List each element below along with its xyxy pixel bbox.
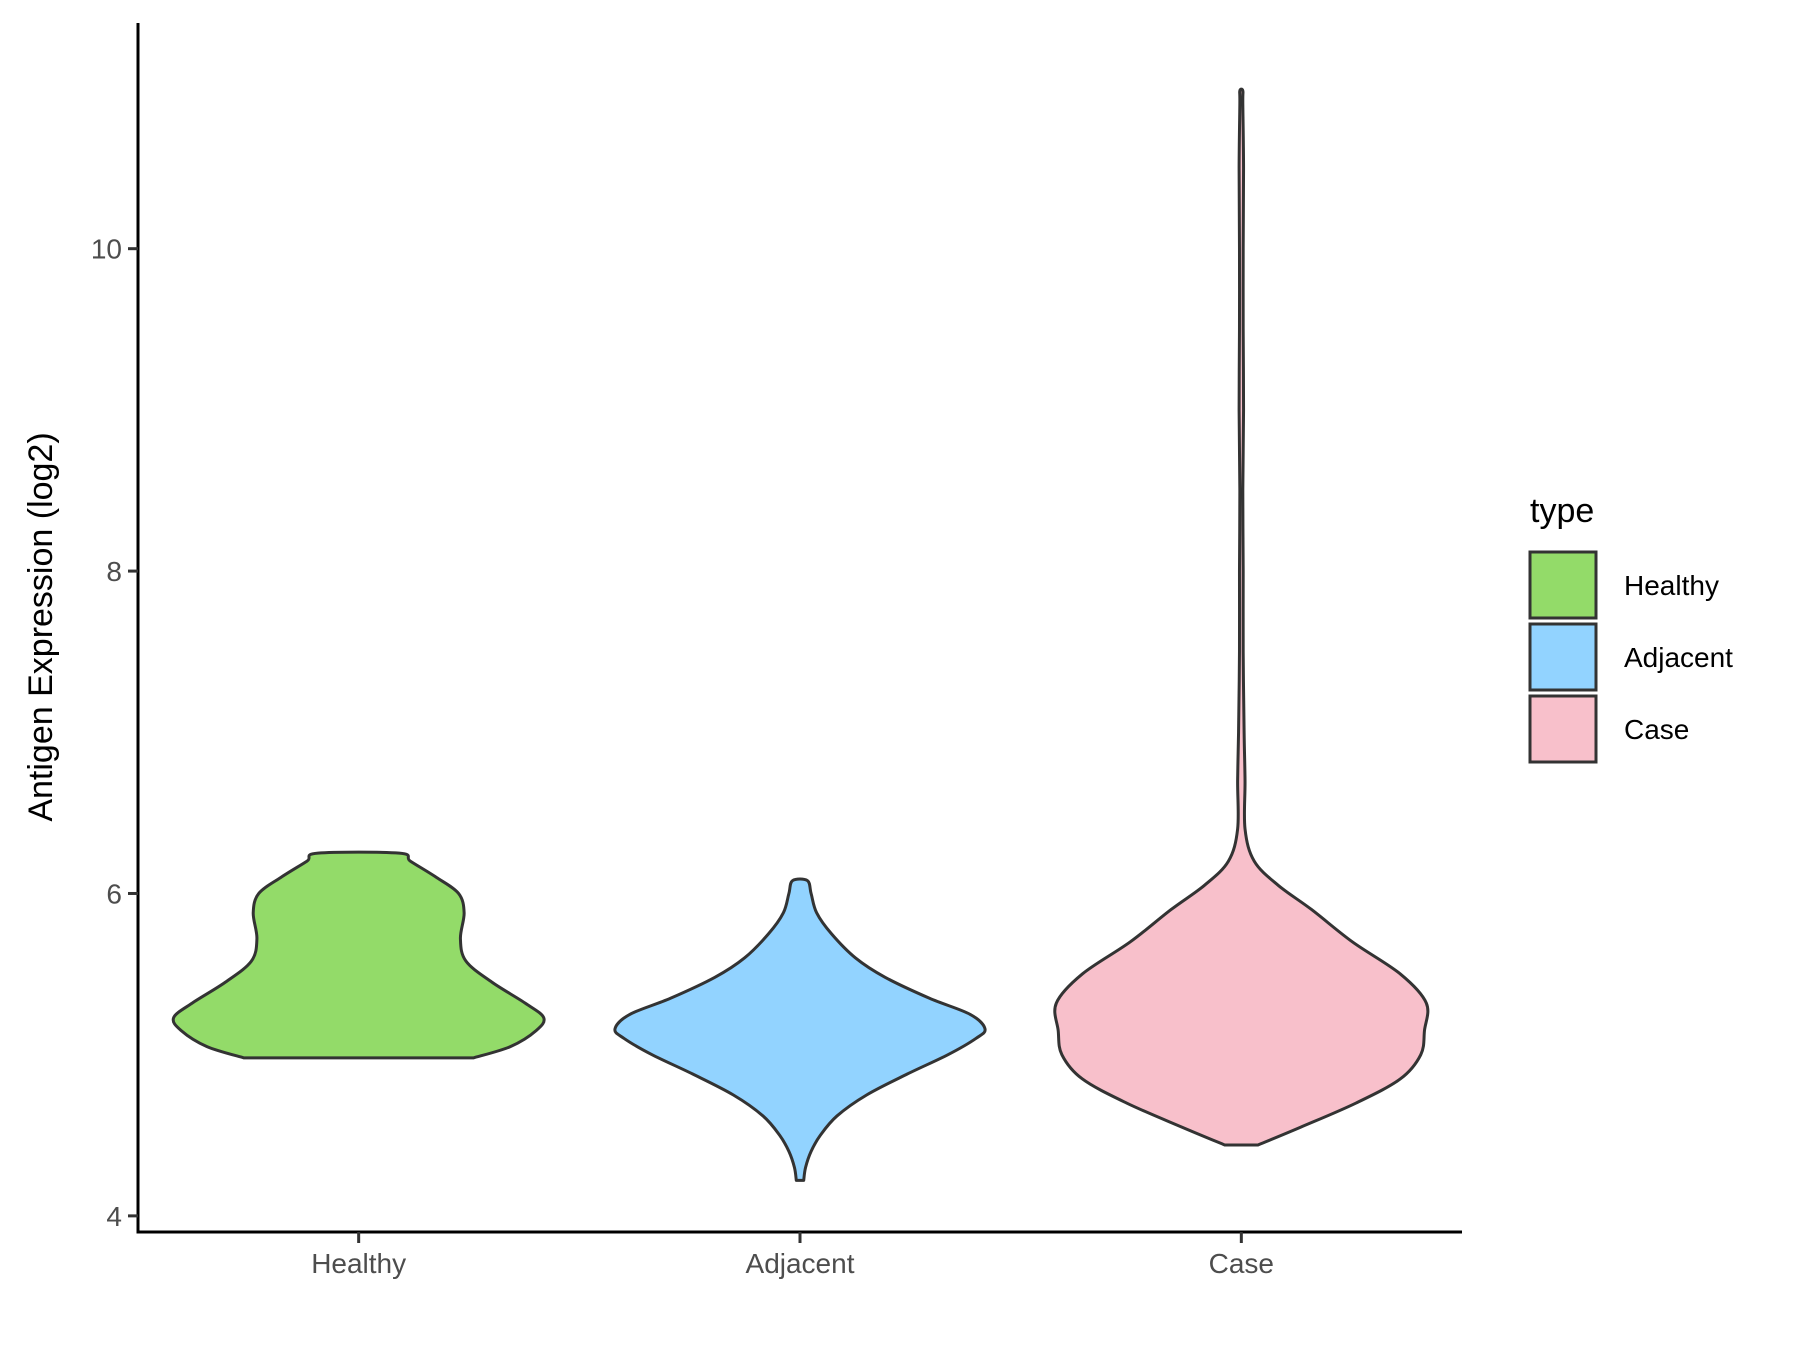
legend: type Healthy Adjacent Case — [1528, 492, 1733, 764]
legend-key-healthy — [1528, 550, 1598, 620]
legend-items: Healthy Adjacent Case — [1528, 550, 1733, 764]
y-tick-label: 8 — [106, 556, 122, 587]
legend-key-adjacent — [1528, 622, 1598, 692]
legend-label-adjacent: Adjacent — [1624, 642, 1733, 673]
x-axis-ticks: Healthy Adjacent Case — [311, 1232, 1274, 1279]
y-tick-label: 6 — [106, 878, 122, 909]
y-axis-title: Antigen Expression (log2) — [22, 432, 60, 821]
y-axis-ticks: 4 6 8 10 — [91, 234, 138, 1232]
y-tick-label: 4 — [106, 1201, 122, 1232]
violin-healthy — [171, 850, 546, 1060]
legend-key-case — [1528, 694, 1598, 764]
y-tick-label: 10 — [91, 234, 122, 265]
x-tick-label: Healthy — [311, 1248, 406, 1279]
x-tick-label: Case — [1209, 1248, 1274, 1279]
legend-label-healthy: Healthy — [1624, 570, 1719, 601]
violins-layer — [171, 87, 1430, 1182]
legend-label-case: Case — [1624, 714, 1689, 745]
violin-adjacent — [613, 877, 987, 1182]
violin-case — [1053, 87, 1430, 1147]
legend-title: type — [1530, 492, 1594, 530]
x-tick-label: Adjacent — [746, 1248, 855, 1279]
